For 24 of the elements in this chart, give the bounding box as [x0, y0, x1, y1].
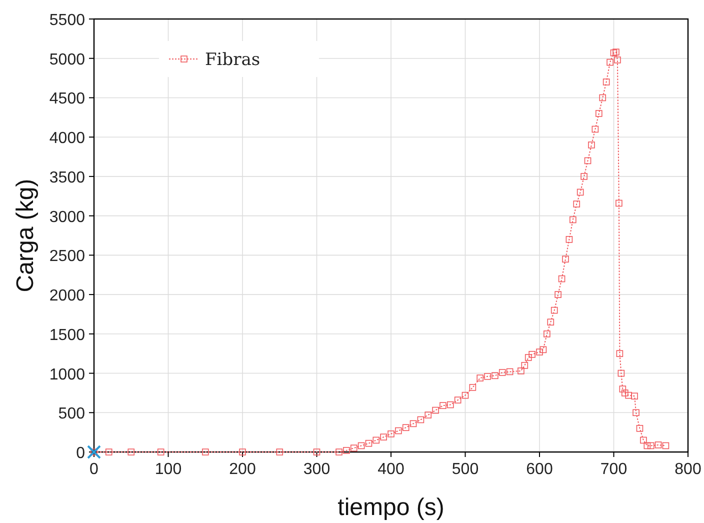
y-tick-label: 5000: [49, 51, 86, 68]
x-tick-label: 700: [600, 461, 628, 478]
y-tick-label: 3000: [49, 208, 86, 226]
y-tick-label: 1500: [49, 326, 86, 344]
y-tick-label: 3500: [49, 169, 86, 186]
y-tick-label: 4500: [49, 90, 86, 108]
x-tick-label: 0: [90, 461, 99, 478]
y-tick-label: 0: [76, 445, 86, 462]
x-tick-label: 100: [154, 461, 182, 478]
y-tick-label: 2000: [49, 288, 86, 305]
x-tick-label: 400: [378, 461, 404, 478]
x-tick-label: 600: [526, 461, 553, 478]
x-tick-label: 300: [303, 461, 330, 478]
y-tick-label: 500: [58, 406, 86, 423]
y-axis-title: Carga (kg): [12, 178, 39, 292]
legend-label: Fibras: [205, 50, 260, 70]
x-tick-label: 200: [229, 461, 256, 478]
x-axis-title: tiempo (s): [338, 494, 444, 521]
y-tick-label: 2500: [49, 248, 86, 266]
x-tick-label: 500: [452, 461, 479, 478]
y-tick-label: 1000: [49, 366, 86, 384]
y-tick-label: 5500: [49, 12, 86, 29]
x-tick-label: 800: [674, 461, 702, 478]
y-tick-label: 4000: [49, 130, 86, 148]
